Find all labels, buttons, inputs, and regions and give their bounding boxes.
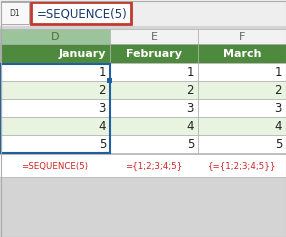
Text: 2: 2 [186, 84, 194, 97]
Bar [0, 135, 110, 153]
Bar [0, 29, 286, 179]
Bar [31, 2, 131, 24]
Text: January: January [59, 49, 106, 59]
Bar [110, 44, 198, 63]
Bar [198, 117, 286, 135]
Bar [198, 99, 286, 117]
Text: =SEQUENCE(5): =SEQUENCE(5) [37, 7, 128, 20]
Text: 1: 1 [98, 66, 106, 79]
Text: 3: 3 [275, 102, 282, 115]
Bar [110, 135, 198, 153]
Text: 5: 5 [187, 138, 194, 151]
Bar [0, 154, 286, 178]
Bar [110, 81, 198, 99]
Text: 1: 1 [186, 66, 194, 79]
Bar [198, 81, 286, 99]
Bar [198, 44, 286, 63]
Bar [1, 2, 29, 24]
Text: 4: 4 [98, 120, 106, 133]
Bar [0, 63, 110, 81]
Text: D1: D1 [10, 9, 20, 18]
Text: 4: 4 [275, 120, 282, 133]
Bar [0, 29, 110, 44]
Text: 5: 5 [99, 138, 106, 151]
Text: February: February [126, 49, 182, 59]
Bar [0, 81, 110, 99]
Text: 2: 2 [98, 84, 106, 97]
Text: 3: 3 [187, 102, 194, 115]
Bar [198, 29, 286, 44]
Bar [198, 135, 286, 153]
Bar [110, 29, 198, 44]
Bar [110, 99, 198, 117]
Text: E: E [150, 32, 158, 42]
Text: {={1;2;3;4;5}}: {={1;2;3;4;5}} [208, 161, 276, 170]
Text: 3: 3 [99, 102, 106, 115]
Text: 1: 1 [275, 66, 282, 79]
Text: =SEQUENCE(5): =SEQUENCE(5) [21, 161, 88, 170]
Text: March: March [223, 49, 261, 59]
Bar [0, 117, 110, 135]
Text: 4: 4 [186, 120, 194, 133]
Bar [1, 64, 110, 152]
Bar [0, 99, 110, 117]
Bar [110, 63, 198, 81]
Text: 2: 2 [275, 84, 282, 97]
Bar [198, 63, 286, 81]
Bar [0, 0, 286, 26]
Bar [0, 44, 110, 63]
Bar [110, 117, 198, 135]
Text: 5: 5 [275, 138, 282, 151]
Bar [107, 78, 112, 83]
Text: F: F [239, 32, 245, 42]
Text: D: D [51, 32, 59, 42]
Text: ={1;2;3;4;5}: ={1;2;3;4;5} [125, 161, 183, 170]
